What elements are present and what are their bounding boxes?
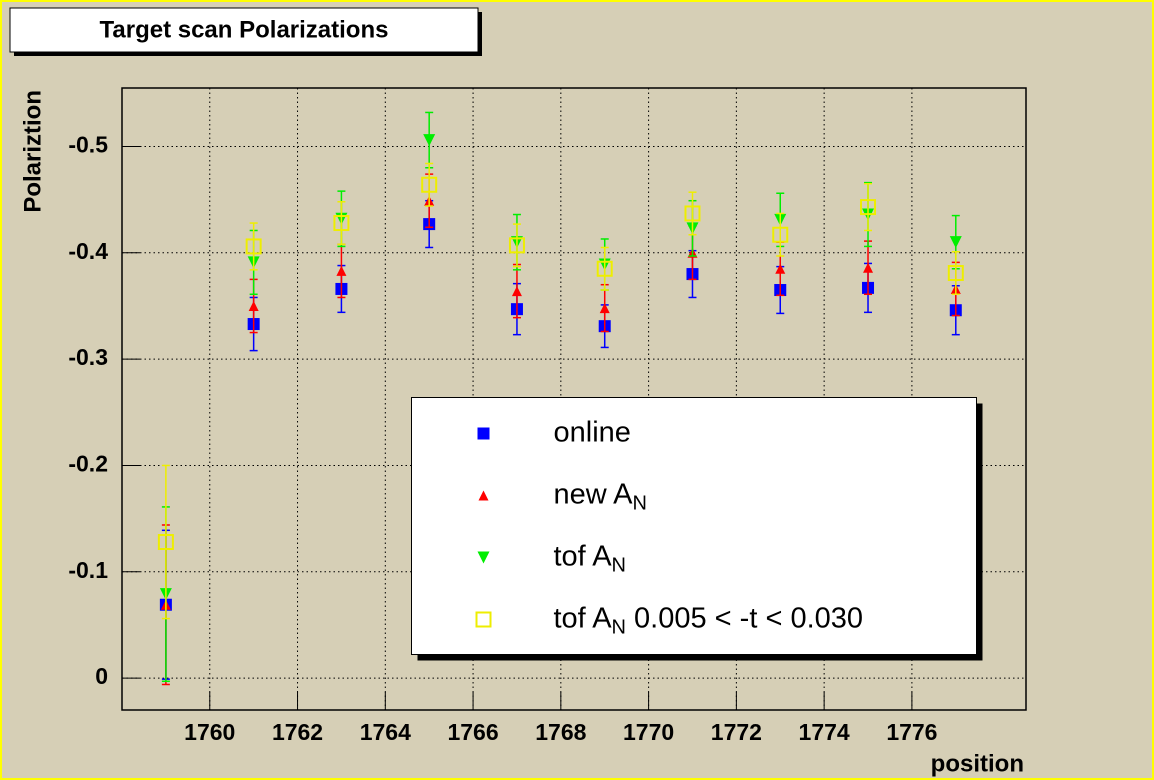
marker xyxy=(421,176,438,193)
marker xyxy=(333,215,350,232)
y-tick-label: -0.1 xyxy=(68,557,108,583)
x-tick-label: 1772 xyxy=(711,719,762,745)
legend-label: tof AN 0.005 < -t < 0.030 xyxy=(554,602,864,639)
chart-title: Target scan Polarizations xyxy=(100,16,389,43)
x-tick-label: 1768 xyxy=(535,719,586,745)
marker xyxy=(511,286,522,297)
legend-label-part: N xyxy=(633,493,647,515)
x-tick-label: 1762 xyxy=(272,719,323,745)
legend-label-part: tof A xyxy=(554,602,613,634)
legend-label-part: N xyxy=(612,555,626,577)
title-box xyxy=(9,7,479,53)
x-tick-label: 1776 xyxy=(886,719,937,745)
marker xyxy=(336,265,347,276)
marker xyxy=(596,260,613,277)
legend-label: tof AN xyxy=(554,540,627,577)
marker xyxy=(772,226,789,243)
marker xyxy=(947,265,964,282)
legend-marker xyxy=(475,611,492,628)
marker xyxy=(775,263,786,274)
legend-marker xyxy=(477,551,490,564)
legend-label-part: tof A xyxy=(554,540,613,572)
marker xyxy=(863,262,874,273)
legend-marker xyxy=(478,490,489,501)
legend-label-part: N xyxy=(612,617,626,639)
y-tick-label: -0.5 xyxy=(68,132,108,158)
x-tick-label: 1766 xyxy=(447,719,498,745)
marker xyxy=(684,205,701,222)
marker xyxy=(508,237,525,254)
legend-label: online xyxy=(554,416,631,448)
legend-box xyxy=(411,397,977,655)
marker xyxy=(860,199,877,216)
marker xyxy=(423,134,436,147)
legend-label-part: new A xyxy=(554,478,634,510)
legend-label-part: online xyxy=(554,416,631,448)
x-tick-label: 1770 xyxy=(623,719,674,745)
y-tick-label: -0.2 xyxy=(68,451,108,477)
marker xyxy=(599,303,610,314)
x-tick-label: 1760 xyxy=(184,719,235,745)
marker xyxy=(949,236,962,249)
y-tick-label: -0.4 xyxy=(68,238,108,264)
marker xyxy=(157,534,174,551)
y-tick-label: 0 xyxy=(95,663,108,689)
y-tick-label: -0.3 xyxy=(68,344,108,370)
legend-label-part: 0.005 < -t < 0.030 xyxy=(626,602,863,634)
marker xyxy=(245,238,262,255)
x-tick-label: 1764 xyxy=(360,719,411,745)
legend-label: new AN xyxy=(554,478,647,515)
x-tick-label: 1774 xyxy=(799,719,850,745)
marker xyxy=(248,300,259,311)
x-axis-title: position xyxy=(931,750,1024,777)
y-axis-title: Polariztion xyxy=(19,90,46,213)
legend-marker xyxy=(477,427,490,440)
